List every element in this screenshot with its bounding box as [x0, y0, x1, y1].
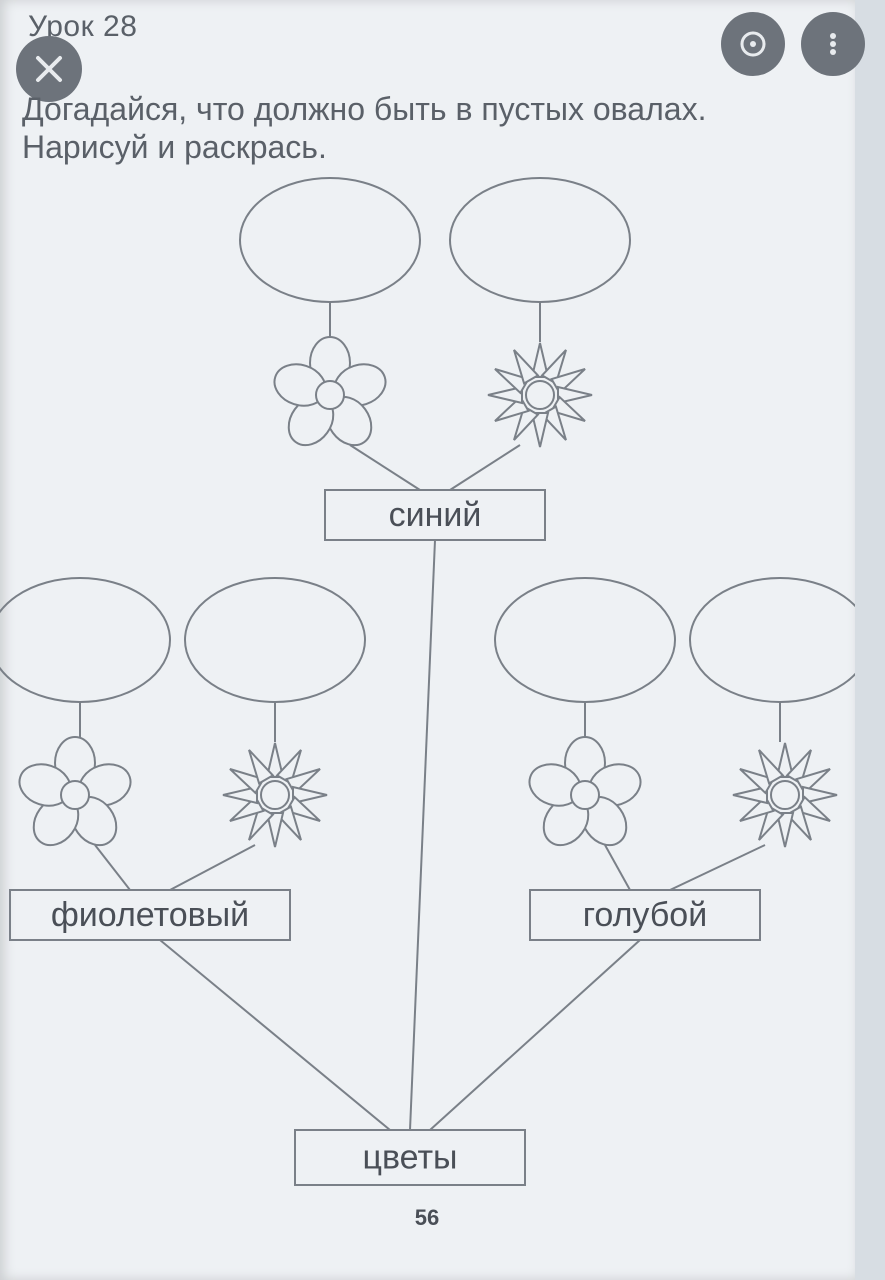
empty-oval [495, 578, 675, 702]
connector [670, 845, 765, 890]
connector [450, 445, 520, 490]
task-line2: Нарисуй и раскрась. [22, 128, 706, 166]
more-icon [819, 30, 847, 58]
empty-oval [0, 578, 170, 702]
label-text-right: голубой [583, 896, 707, 934]
flower-round-icon [14, 737, 136, 854]
flower-spike-icon [223, 743, 327, 847]
lens-icon [736, 27, 770, 61]
label-text-top: синий [389, 496, 482, 534]
task-line1: Догадайся, что должно быть в пустых овал… [22, 90, 706, 128]
label-box-left: фиолетовый [10, 890, 290, 940]
lens-button[interactable] [721, 12, 785, 76]
more-button[interactable] [801, 12, 865, 76]
flower-spike-icon [733, 743, 837, 847]
page-number: 56 [415, 1205, 439, 1230]
empty-oval [185, 578, 365, 702]
tree-diagram: синий фиолетовый голубой цветы 56 [0, 170, 855, 1240]
flower-round-icon [269, 337, 391, 454]
label-box-bottom: цветы [295, 1130, 525, 1185]
empty-oval [450, 178, 630, 302]
flower-round-icon [524, 737, 646, 854]
label-text-left: фиолетовый [51, 896, 249, 934]
connector [350, 445, 420, 490]
connector [410, 540, 435, 1130]
empty-oval [690, 578, 855, 702]
connector [170, 845, 255, 890]
connector [95, 845, 130, 890]
worksheet-page: Урок 28 Догадайся, что должно быть в пус… [0, 0, 855, 1280]
empty-oval [240, 178, 420, 302]
connector [160, 940, 390, 1130]
close-icon [34, 54, 64, 84]
task-text: Догадайся, что должно быть в пустых овал… [22, 90, 706, 167]
flower-spike-icon [488, 343, 592, 447]
connector [430, 940, 640, 1130]
label-text-bottom: цветы [363, 1139, 458, 1177]
label-box-right: голубой [530, 890, 760, 940]
connector [605, 845, 630, 890]
label-box-top: синий [325, 490, 545, 540]
